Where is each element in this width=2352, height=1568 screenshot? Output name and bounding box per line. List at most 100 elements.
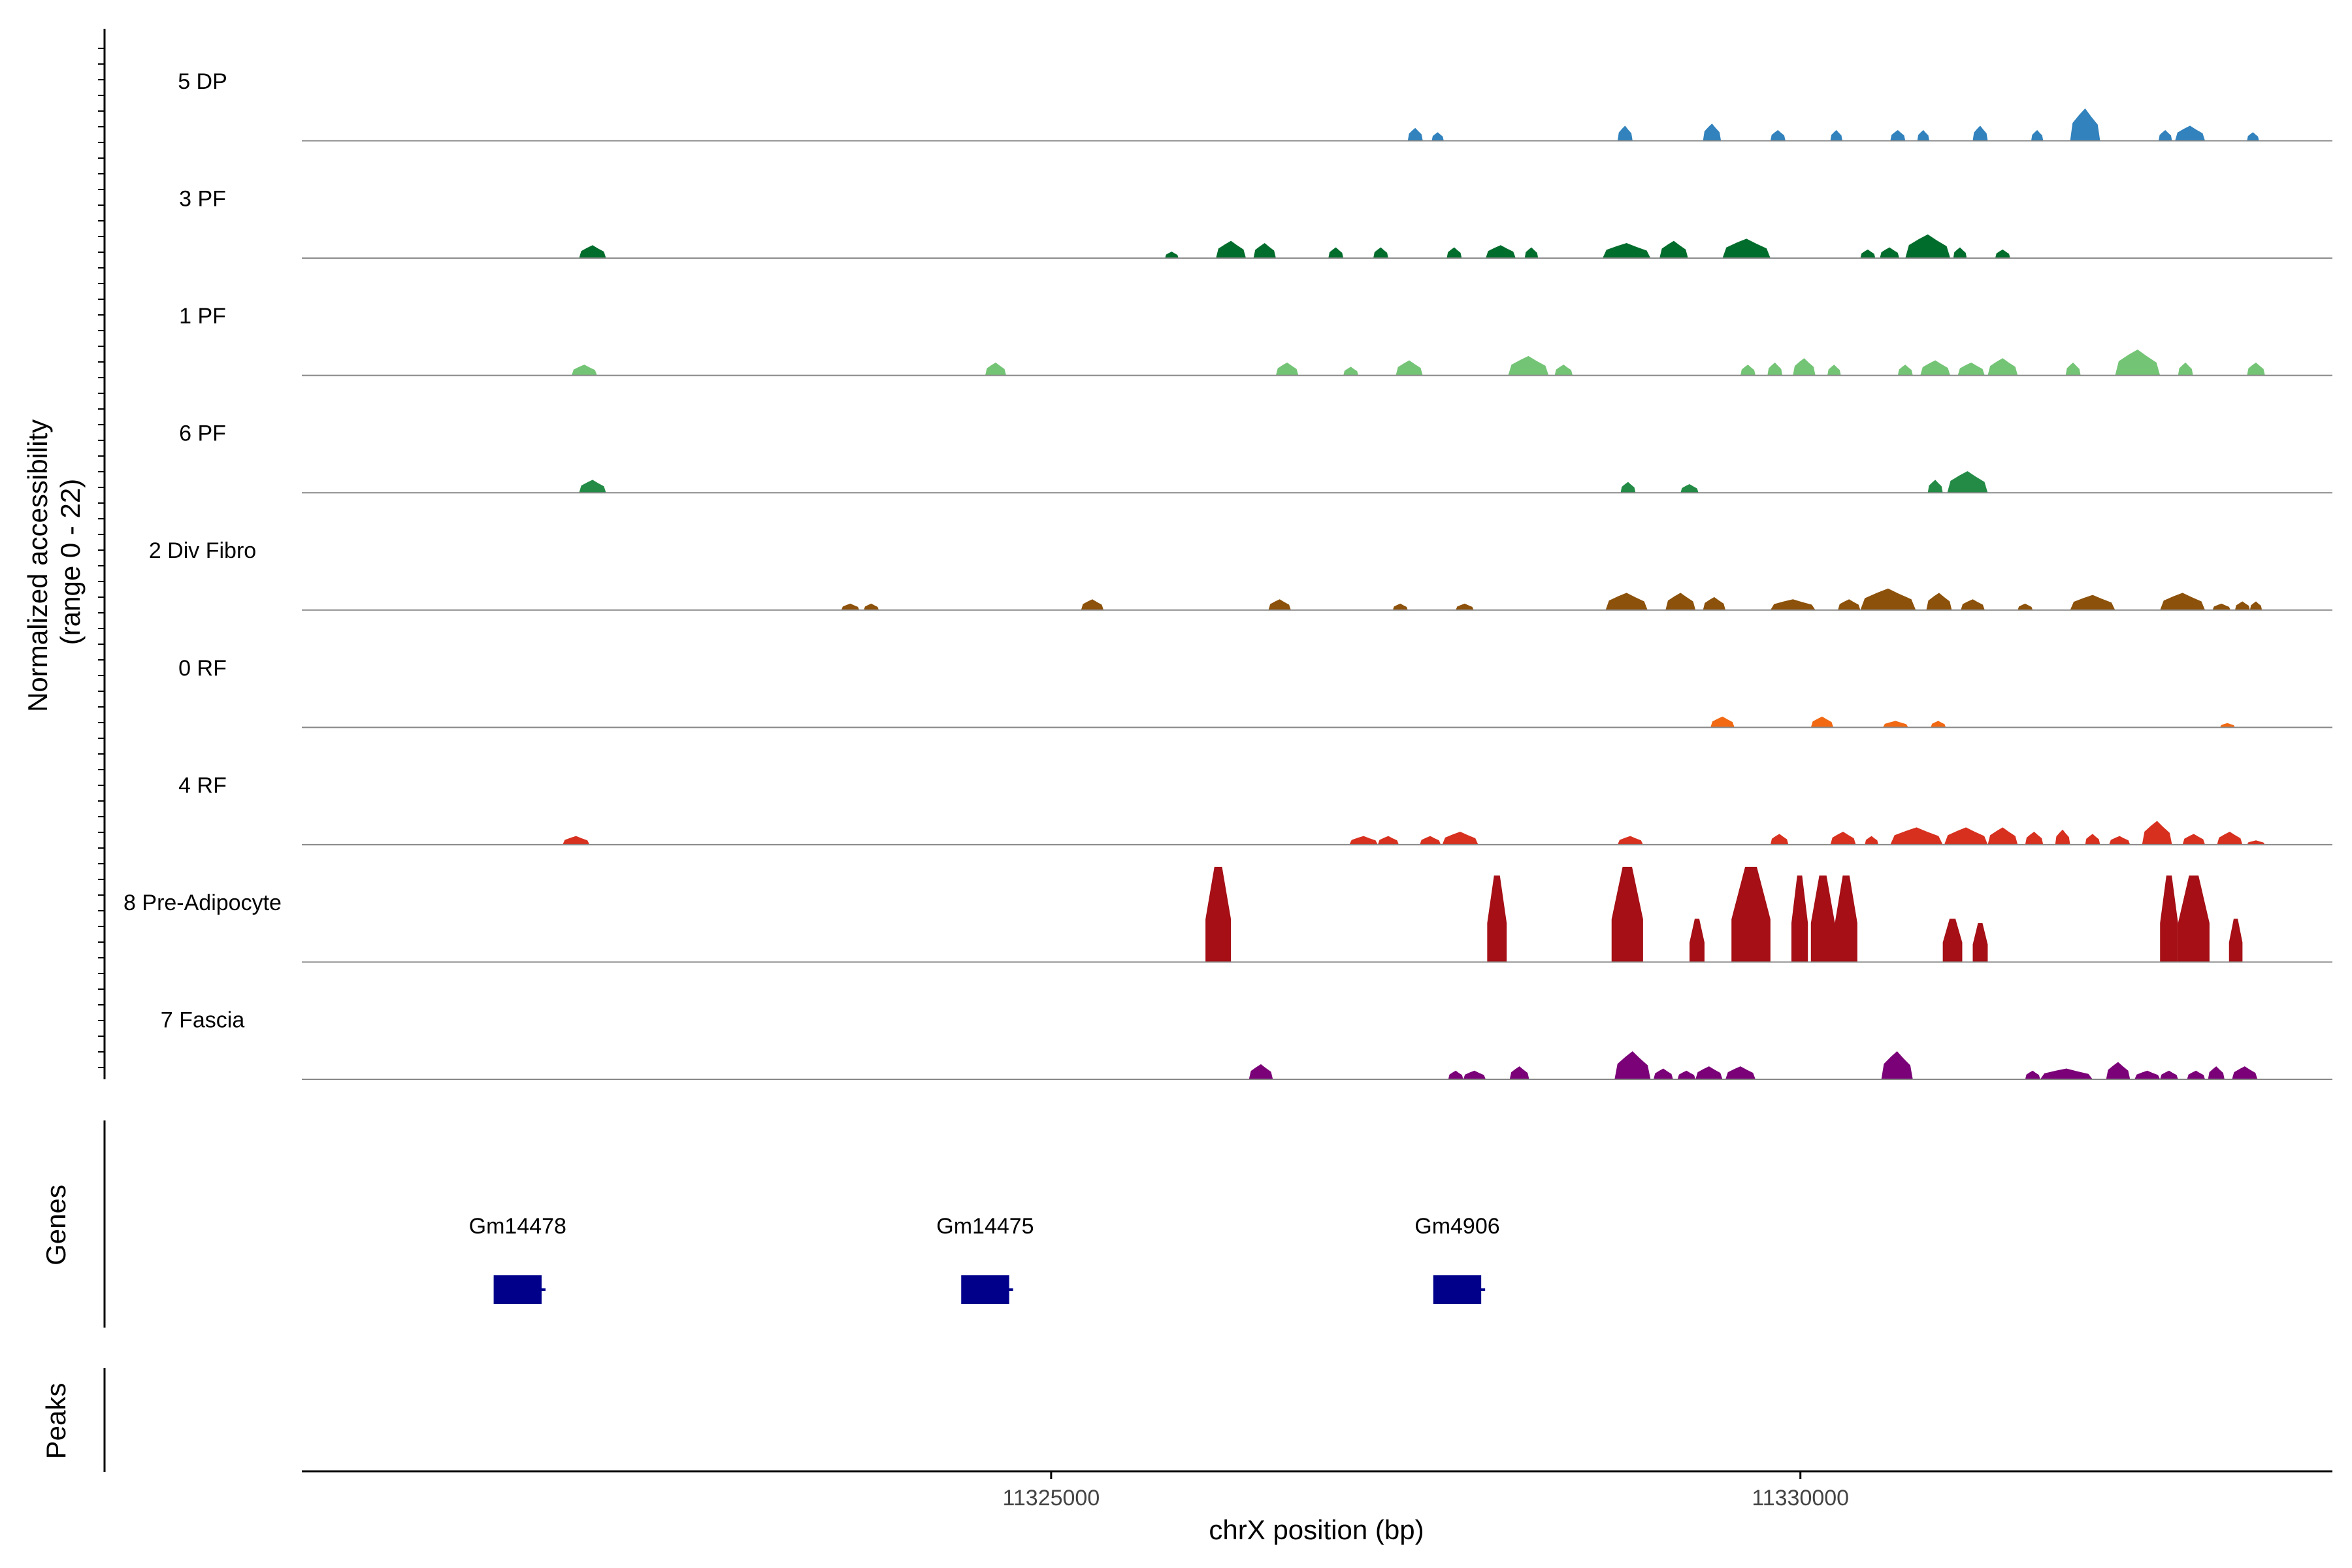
x-tick-label: 11330000: [1752, 1486, 1849, 1511]
track-label: 1 PF: [179, 304, 226, 329]
coverage-peak: [1396, 360, 1423, 376]
coverage-peak: [1905, 234, 1951, 259]
coverage-peak: [1881, 1051, 1913, 1079]
coverage-peak: [2178, 362, 2193, 376]
coverage-peak: [1689, 919, 1705, 962]
x-axis-label: chrX position (bp): [1209, 1514, 1424, 1545]
coverage-peak: [1947, 471, 1988, 493]
coverage-peak: [1835, 875, 1857, 962]
track-label: 0 RF: [178, 656, 227, 681]
coverage-peak: [1349, 836, 1378, 845]
coverage-peak: [1944, 827, 1988, 845]
track-label: 4 RF: [178, 773, 227, 798]
coverage-peak: [1165, 252, 1179, 259]
x-tick-label: 11325000: [1002, 1486, 1100, 1511]
coverage-peak: [2025, 1070, 2040, 1079]
coverage-peak: [1249, 1064, 1273, 1079]
coverage-peak: [1617, 125, 1633, 141]
track-label: 6 PF: [179, 421, 226, 446]
coverage-peak: [1770, 834, 1789, 845]
coverage-peak: [1827, 365, 1841, 376]
track-3: 6 PF: [179, 421, 2332, 494]
coverage-peak: [1880, 247, 1900, 259]
coverage-peak: [1253, 242, 1276, 259]
coverage-peak: [2175, 125, 2206, 141]
track-label: 7 Fascia: [161, 1007, 245, 1032]
coverage-y-axis: [98, 29, 106, 1079]
coverage-peak: [1328, 247, 1344, 259]
coverage-peak: [1972, 125, 1988, 141]
coverage-peak: [1268, 599, 1291, 610]
coverage-peak: [1810, 875, 1835, 962]
coverage-peak: [2017, 603, 2033, 610]
coverage-peak: [1407, 127, 1423, 141]
gene-label: Gm4906: [1414, 1214, 1499, 1239]
coverage-peak: [1703, 596, 1726, 610]
coverage-peak: [2160, 593, 2206, 610]
coverage-peak: [985, 362, 1007, 376]
coverage-peak: [2247, 362, 2265, 376]
coverage-peak: [1524, 247, 1539, 259]
coverage-peak: [2040, 1068, 2093, 1079]
coverage-peak: [2065, 362, 2081, 376]
coverage-peak: [2031, 130, 2044, 141]
coverage-peak: [1957, 362, 1985, 376]
coverage-peak: [1770, 130, 1786, 141]
coverage-peak: [1463, 1070, 1486, 1079]
coverage-peak: [2229, 919, 2243, 962]
track-4: 2 Div Fibro: [149, 538, 2332, 611]
tracks-panel: 5 DP 3 PF 1 PF 6 PF 2 Div Fibro 0 RF 4 RF 8 Pre…: [123, 69, 2332, 1080]
gene-body: [1433, 1275, 1482, 1304]
coverage-peak: [1680, 483, 1699, 493]
coverage-peak: [1487, 875, 1507, 962]
coverage-peak: [1677, 1070, 1696, 1079]
coverage-peak: [1731, 866, 1771, 962]
coverage-peak: [1942, 919, 1963, 962]
coverage-peak: [1509, 1066, 1529, 1079]
coverage-peak: [1920, 360, 1951, 376]
track-5: 0 RF: [178, 656, 2332, 728]
coverage-peak: [2178, 875, 2210, 962]
coverage-peak: [1927, 480, 1943, 493]
coverage-peak: [2106, 1062, 2131, 1079]
coverage-peak: [1617, 836, 1643, 845]
coverage-peak: [579, 245, 606, 259]
coverage-peak: [841, 603, 860, 610]
coverage-peak: [1995, 249, 2010, 259]
coverage-peak: [1926, 593, 1952, 610]
coverage-peak: [1205, 866, 1232, 962]
coverage-peak: [1275, 362, 1299, 376]
coverage-peak: [2182, 834, 2206, 845]
coverage-peak: [2070, 108, 2100, 141]
track-1: 3 PF: [179, 187, 2332, 259]
coverage-peak: [1953, 247, 1967, 259]
coverage-peak: [1602, 242, 1651, 259]
x-axis-ticks: 11325000 11330000: [1002, 1471, 1849, 1511]
coverage-peak: [1838, 599, 1861, 610]
track-0: 5 DP: [178, 69, 2332, 142]
coverage-peak: [1830, 130, 1842, 141]
coverage-peak: [1882, 721, 1908, 728]
coverage-peak: [1695, 1066, 1723, 1079]
coverage-peak: [1665, 593, 1696, 610]
coverage-peak: [2142, 821, 2172, 845]
genes-panel: Gm14478 Gm14475 Gm4906: [469, 1214, 1500, 1304]
gene-label: Gm14475: [936, 1214, 1034, 1239]
coverage-peak: [2212, 603, 2231, 610]
coverage-peak: [1865, 836, 1879, 845]
coverage-peak: [1343, 367, 1359, 376]
coverage-peak: [571, 365, 597, 376]
coverage-peak: [1810, 716, 1834, 728]
coverage-peak: [2115, 349, 2161, 376]
coverage-peak: [1860, 249, 1876, 259]
coverage-peak: [2025, 832, 2044, 845]
coverage-peak: [563, 836, 590, 845]
coverage-peak: [1897, 365, 1913, 376]
coverage-peak: [2219, 723, 2235, 728]
coverage-peak: [2187, 1070, 2206, 1079]
coverage-peak: [1830, 832, 1856, 845]
coverage-peak: [579, 480, 606, 493]
coverage-peak: [1987, 358, 2018, 376]
coverage-peak: [1446, 247, 1462, 259]
coverage-peak: [1554, 365, 1573, 376]
